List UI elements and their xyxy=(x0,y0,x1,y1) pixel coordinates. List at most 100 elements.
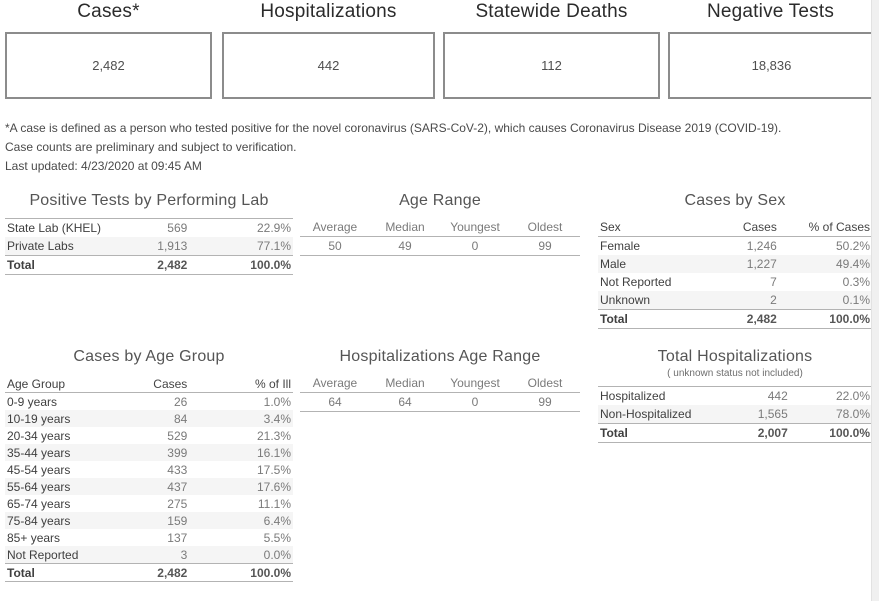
age-group-cases: 159 xyxy=(167,513,188,528)
kpi-box-hospitalizations[interactable]: 442 xyxy=(222,32,435,99)
col-header-average: Average xyxy=(300,218,370,237)
age-oldest: 99 xyxy=(510,236,580,256)
table-header-row: Sex Cases % of Cases xyxy=(598,218,872,237)
col-header-median: Median xyxy=(370,374,440,393)
table-row[interactable]: Private Labs 1,913 77.1% xyxy=(5,237,293,256)
table-row-total[interactable]: Total 2,007 100.0% xyxy=(598,423,872,443)
hosp-status-label: Total xyxy=(598,423,719,443)
age-group-label: 75-84 years xyxy=(7,513,71,528)
age-group-cases: 275 xyxy=(167,496,188,511)
sex-pct: 49.4% xyxy=(835,257,870,271)
age-group-pct: 1.0% xyxy=(263,394,291,409)
table-row[interactable]: Not Reported 7 0.3% xyxy=(598,273,872,291)
col-header-age-group: Age Group xyxy=(5,375,121,393)
table-row[interactable]: 10-19 years 84 3.4% xyxy=(5,410,293,427)
table-row-total[interactable]: Total 2,482 100.0% xyxy=(5,255,293,275)
kpi-box-cases[interactable]: 2,482 xyxy=(5,32,212,99)
table-header-row: Age Group Cases % of Ill xyxy=(5,375,293,393)
col-header-youngest: Youngest xyxy=(440,374,510,393)
table-row-total[interactable]: Total 2,482 100.0% xyxy=(598,309,872,329)
age-group-cases: 3 xyxy=(180,547,188,562)
table-row[interactable]: Not Reported 3 0.0% xyxy=(5,546,293,564)
sex-label: Unknown xyxy=(600,293,651,307)
hosp-status-pct: 78.0% xyxy=(835,407,870,421)
age-group-label: Total xyxy=(5,563,121,582)
col-header-youngest: Youngest xyxy=(440,218,510,237)
table-row[interactable]: Male 1,227 49.4% xyxy=(598,255,872,273)
table-row[interactable]: 0-9 years 26 1.0% xyxy=(5,393,293,411)
footnote-preliminary: Case counts are preliminary and subject … xyxy=(5,140,297,154)
col-header-cases: Cases xyxy=(707,218,779,237)
table-row-total[interactable]: Total 2,482 100.0% xyxy=(5,563,293,582)
table-row[interactable]: 35-44 years 399 16.1% xyxy=(5,444,293,461)
vertical-scrollbar[interactable] xyxy=(871,0,879,601)
kpi-card-negative-tests: Negative Tests 18,836 xyxy=(668,0,873,102)
age-group-pct: 16.1% xyxy=(256,445,291,460)
age-group-label: 35-44 years xyxy=(7,445,71,460)
kpi-card-hospitalizations: Hospitalizations 442 xyxy=(222,0,435,102)
table-row[interactable]: Unknown 2 0.1% xyxy=(598,291,872,310)
table-row[interactable]: 20-34 years 529 21.3% xyxy=(5,427,293,444)
table-row[interactable]: Female 1,246 50.2% xyxy=(598,237,872,256)
age-average: 50 xyxy=(300,236,370,256)
age-group-pct: 5.5% xyxy=(263,530,291,545)
kpi-card-cases: Cases* 2,482 xyxy=(5,0,212,102)
sex-pct: 0.3% xyxy=(842,275,870,289)
kpi-box-negative-tests[interactable]: 18,836 xyxy=(668,32,873,99)
sex-pct: 0.1% xyxy=(842,293,870,307)
age-group-label: 45-54 years xyxy=(7,462,71,477)
hosp-status-label: Non-Hospitalized xyxy=(600,407,692,421)
age-group-cases: 529 xyxy=(167,428,188,443)
col-header-sex: Sex xyxy=(598,218,708,237)
kpi-card-statewide-deaths: Statewide Deaths 112 xyxy=(443,0,660,102)
age-group-pct: 100.0% xyxy=(189,563,293,582)
panel-title-age-range: Age Range xyxy=(399,192,481,209)
table-row[interactable]: Non-Hospitalized 1,565 78.0% xyxy=(598,405,872,424)
age-group-pct: 21.3% xyxy=(256,428,291,443)
age-group-cases: 26 xyxy=(173,394,188,409)
sex-label: Female xyxy=(600,239,641,253)
age-group-label: 20-34 years xyxy=(7,428,71,443)
age-youngest: 0 xyxy=(440,236,510,256)
table-row[interactable]: 85+ years 137 5.5% xyxy=(5,529,293,546)
sex-cases: 1,246 xyxy=(746,239,777,253)
lab-name: Private Labs xyxy=(7,239,74,253)
table-row[interactable]: 45-54 years 433 17.5% xyxy=(5,461,293,478)
panel-cases-by-sex: Cases by Sex Sex Cases % of Cases Female… xyxy=(598,192,872,329)
age-group-cases: 433 xyxy=(167,462,188,477)
kpi-title-hospitalizations: Hospitalizations xyxy=(260,1,397,22)
sex-cases: 7 xyxy=(770,275,777,289)
table-header-row: Average Median Youngest Oldest xyxy=(300,218,580,237)
age-median: 49 xyxy=(370,236,440,256)
col-header-pct-of-ill: % of Ill xyxy=(189,375,293,393)
col-header-average: Average xyxy=(300,374,370,393)
table-row[interactable]: Hospitalized 442 22.0% xyxy=(598,386,872,405)
age-group-pct: 17.5% xyxy=(256,462,291,477)
kpi-value-cases: 2,482 xyxy=(92,58,125,73)
table-row[interactable]: State Lab (KHEL) 569 22.9% xyxy=(5,218,293,237)
hosp-status-label: Hospitalized xyxy=(598,386,719,405)
table-row[interactable]: 65-74 years 275 11.1% xyxy=(5,495,293,512)
table-row[interactable]: 64 64 0 99 xyxy=(300,392,580,412)
col-header-oldest: Oldest xyxy=(510,218,580,237)
age-group-pct: 3.4% xyxy=(263,411,291,426)
footnote-last-updated: Last updated: 4/23/2020 at 09:45 AM xyxy=(5,159,202,173)
panel-title-cases-by-sex: Cases by Sex xyxy=(684,192,786,209)
hosp-age-youngest: 0 xyxy=(440,392,510,412)
col-header-pct-of-cases: % of Cases xyxy=(778,218,872,237)
age-group-cases: 137 xyxy=(167,530,188,545)
hosp-status-count: 1,565 xyxy=(757,407,788,421)
table-row[interactable]: 75-84 years 159 6.4% xyxy=(5,512,293,529)
panel-cases-by-age-group: Cases by Age Group Age Group Cases % of … xyxy=(5,348,293,582)
lab-pct: 77.1% xyxy=(256,239,291,253)
hosp-status-pct: 22.0% xyxy=(789,386,872,405)
table-row[interactable]: 55-64 years 437 17.6% xyxy=(5,478,293,495)
lab-cases: 569 xyxy=(120,218,190,237)
table-row[interactable]: 50 49 0 99 xyxy=(300,236,580,256)
age-group-label: 65-74 years xyxy=(7,496,71,511)
age-group-cases: 399 xyxy=(167,445,188,460)
kpi-box-statewide-deaths[interactable]: 112 xyxy=(443,32,660,99)
kpi-title-negative-tests: Negative Tests xyxy=(706,1,835,22)
lab-name: State Lab (KHEL) xyxy=(5,218,121,237)
kpi-value-hospitalizations: 442 xyxy=(317,58,340,73)
